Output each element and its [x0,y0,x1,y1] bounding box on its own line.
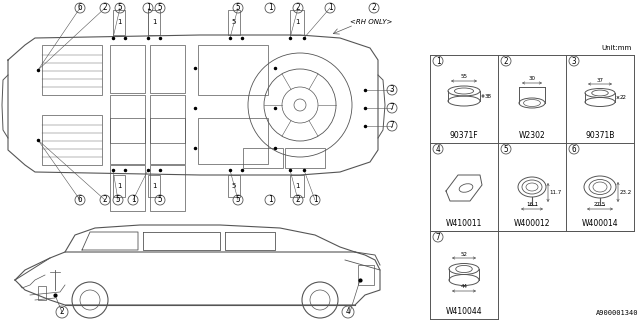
Text: 5: 5 [236,196,240,204]
Text: 1: 1 [295,183,300,189]
Text: 1: 1 [146,4,150,12]
Text: 2: 2 [102,196,108,204]
Text: 3: 3 [390,85,394,94]
Text: 5: 5 [504,145,508,154]
Text: 2: 2 [372,4,376,12]
Text: 7: 7 [390,103,394,113]
Text: 6: 6 [572,145,576,154]
Text: 2: 2 [296,196,300,204]
Bar [148,175,160,197]
Bar [228,175,240,197]
Bar [150,95,185,143]
Text: W400012: W400012 [514,219,550,228]
Text: 5: 5 [236,4,240,12]
Text: A900001340: A900001340 [595,310,638,316]
Bar [285,148,325,168]
Text: 38: 38 [484,93,492,99]
Text: 6: 6 [77,196,83,204]
Bar [42,115,102,165]
Bar [113,175,125,197]
Text: 2: 2 [60,308,64,316]
Text: 90371F: 90371F [450,131,478,140]
Text: 3: 3 [572,57,576,66]
Bar [110,118,145,164]
Text: 1: 1 [328,4,332,12]
Text: W2302: W2302 [518,131,545,140]
Text: 30: 30 [529,76,536,82]
Bar [38,286,46,300]
Text: 2: 2 [296,4,300,12]
Text: <RH ONLY>: <RH ONLY> [350,19,392,25]
Text: 4: 4 [436,145,440,154]
Bar [42,45,102,95]
Text: 55: 55 [461,75,467,79]
Text: 7: 7 [436,233,440,242]
Text: 5: 5 [157,196,163,204]
Text: 1: 1 [295,20,300,26]
Text: W410044: W410044 [445,307,483,316]
Text: 44: 44 [461,284,467,290]
Text: 2: 2 [504,57,508,66]
Text: W410011: W410011 [446,219,482,228]
Text: 11.7: 11.7 [550,190,562,195]
Text: 22: 22 [620,95,627,100]
Text: 5: 5 [118,4,122,12]
Text: 5: 5 [116,196,120,204]
Bar [148,10,160,35]
Text: Unit:mm: Unit:mm [602,45,632,51]
Text: 27.5: 27.5 [594,203,606,207]
Text: 5: 5 [232,20,236,26]
Text: 1: 1 [268,4,272,12]
Bar [198,45,268,95]
Bar [110,165,145,211]
Text: 37: 37 [596,77,604,83]
Text: 2: 2 [102,4,108,12]
Text: 1: 1 [313,196,317,204]
Bar [228,10,240,35]
Text: 1: 1 [436,57,440,66]
Text: 1: 1 [116,20,121,26]
Bar [290,10,304,35]
Text: 1: 1 [152,20,156,26]
Text: 16.1: 16.1 [526,203,538,207]
Bar [110,45,145,93]
Bar [358,265,374,285]
Bar [113,10,125,35]
Text: 4: 4 [346,308,350,316]
Text: 23.2: 23.2 [620,189,632,195]
Text: 5: 5 [232,183,236,189]
Bar [150,118,185,164]
Bar [243,148,283,168]
Text: 5: 5 [157,4,163,12]
Text: 90371B: 90371B [586,131,614,140]
Bar [290,175,304,197]
Text: 1: 1 [268,196,272,204]
Text: 52: 52 [461,252,467,257]
Bar [110,95,145,143]
Text: W400014: W400014 [582,219,618,228]
Bar [198,118,268,164]
Text: 1: 1 [152,183,156,189]
Bar [150,45,185,93]
Text: 1: 1 [116,183,121,189]
Text: 1: 1 [131,196,135,204]
Text: 6: 6 [77,4,83,12]
Text: 7: 7 [390,122,394,131]
Bar [150,165,185,211]
